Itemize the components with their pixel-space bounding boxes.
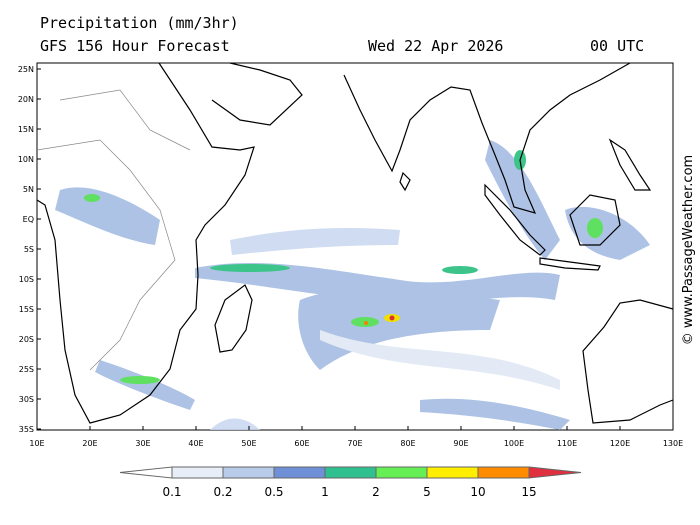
subtitle: GFS 156 Hour Forecast	[40, 37, 230, 55]
lat-label: 30S	[19, 395, 34, 404]
legend-label: 1	[321, 485, 329, 499]
legend-box	[171, 466, 224, 479]
lon-label: 50E	[241, 439, 256, 448]
lon-label: 120E	[610, 439, 630, 448]
map-frame	[36, 62, 674, 431]
legend-label: 0.2	[213, 485, 232, 499]
lon-label: 80E	[400, 439, 415, 448]
heavy-precip	[84, 150, 603, 384]
lon-label: 130E	[663, 439, 683, 448]
legend-label: 15	[521, 485, 536, 499]
legend-arrow-low	[119, 466, 173, 479]
lat-label: 20N	[18, 95, 34, 104]
lon-label: 20E	[82, 439, 97, 448]
coastlines	[36, 62, 674, 424]
legend-label: 5	[423, 485, 431, 499]
lon-label: 90E	[453, 439, 468, 448]
legend-arrow-high	[528, 466, 582, 479]
lat-label: 5N	[23, 185, 34, 194]
lon-label: 110E	[557, 439, 577, 448]
lon-label: 100E	[504, 439, 524, 448]
lon-label: 40E	[188, 439, 203, 448]
legend: 0.1 0.2 0.5 1 2 5 10 15	[119, 466, 582, 499]
legend-label: 0.1	[162, 485, 181, 499]
lat-label: 25N	[18, 65, 34, 74]
legend-box	[273, 466, 326, 479]
watermark: © www.PassageWeather.com	[681, 155, 696, 345]
legend-label: 0.5	[264, 485, 283, 499]
lon-label: 60E	[294, 439, 309, 448]
title: Precipitation (mm/3hr)	[40, 14, 239, 32]
legend-label: 2	[372, 485, 380, 499]
lat-label: 15N	[18, 125, 34, 134]
legend-label: 10	[470, 485, 485, 499]
legend-box	[324, 466, 377, 479]
lat-label: 35S	[19, 425, 34, 434]
legend-box	[375, 466, 428, 479]
lon-label: 70E	[347, 439, 362, 448]
legend-box	[426, 466, 479, 479]
lon-label: 10E	[29, 439, 44, 448]
lon-label: 30E	[135, 439, 150, 448]
forecast-time: 00 UTC	[590, 37, 644, 55]
legend-box	[477, 466, 530, 479]
legend-box	[222, 466, 275, 479]
lat-label: 5S	[24, 245, 34, 254]
lat-label: 15S	[19, 305, 34, 314]
lat-label: 20S	[19, 335, 34, 344]
map-area	[36, 62, 674, 431]
lat-label: EQ	[23, 215, 34, 224]
lat-label: 10N	[18, 155, 34, 164]
lat-label: 10S	[19, 275, 34, 284]
lat-label: 25S	[19, 365, 34, 374]
precip-field	[55, 140, 650, 430]
forecast-date: Wed 22 Apr 2026	[368, 37, 503, 55]
borders	[36, 89, 191, 371]
